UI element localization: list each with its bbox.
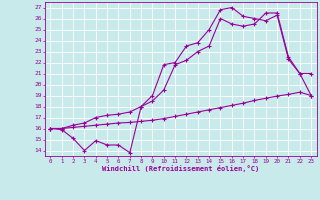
X-axis label: Windchill (Refroidissement éolien,°C): Windchill (Refroidissement éolien,°C) <box>102 165 260 172</box>
